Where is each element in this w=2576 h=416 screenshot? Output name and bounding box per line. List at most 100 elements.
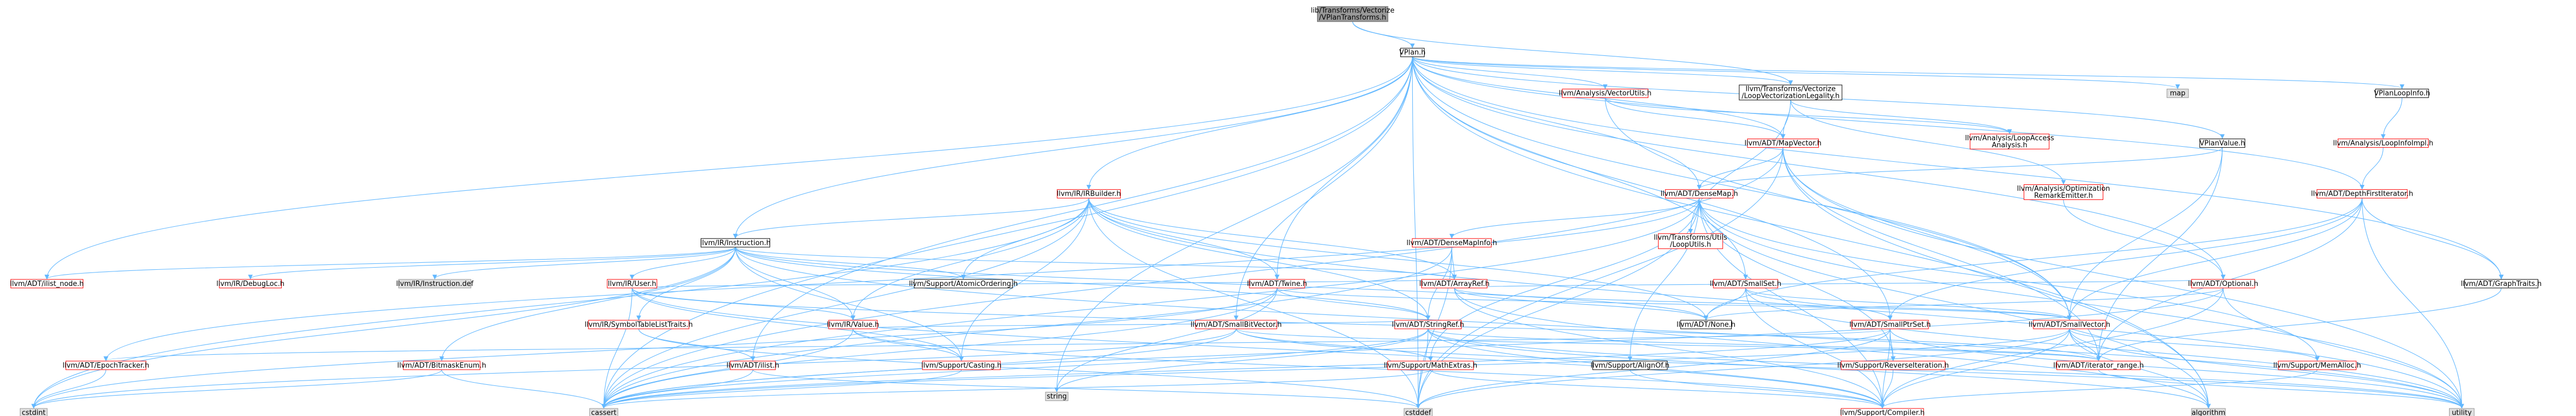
- node-box: [1249, 279, 1305, 289]
- edge-vplan-to-densemap: [1412, 56, 1702, 190]
- node-ilistnode[interactable]: llvm/ADT/ilist_node.h: [10, 279, 84, 289]
- node-memalloc[interactable]: llvm/Support/MemAlloc.h: [2273, 361, 2361, 370]
- node-vplan[interactable]: VPlan.h: [1399, 48, 1426, 58]
- edge-ilist-to-cassert: [601, 369, 753, 409]
- node-casting[interactable]: llvm/Support/Casting.h: [921, 361, 1001, 370]
- edge-instruction-to-user: [629, 247, 736, 279]
- node-stringref[interactable]: llvm/ADT/StringRef.h: [1392, 320, 1464, 329]
- node-optional[interactable]: llvm/ADT/Optional.h: [2188, 279, 2259, 289]
- node-smallset[interactable]: llvm/ADT/SmallSet.h: [1710, 279, 1781, 289]
- node-ilist[interactable]: llvm/ADT/ilist.h: [727, 361, 779, 370]
- node-box: [1195, 320, 1277, 329]
- node-atomicordering[interactable]: llvm/Support/AtomicOrdering.h: [909, 279, 1017, 289]
- node-vplanvalue[interactable]: VPlanValue.h: [2199, 138, 2245, 148]
- node-smallptrset[interactable]: llvm/ADT/SmallPtrSet.h: [1849, 320, 1931, 329]
- node-algorithm[interactable]: algorithm: [2191, 408, 2226, 416]
- node-map[interactable]: map: [2166, 89, 2189, 98]
- node-epochtracker[interactable]: llvm/ADT/EpochTracker.h: [62, 361, 150, 370]
- node-string[interactable]: string: [1045, 392, 1069, 401]
- node-box: [914, 279, 1013, 289]
- node-utility[interactable]: utility: [2449, 408, 2475, 416]
- edge-vplan-to-algorithm: [1412, 56, 2211, 409]
- edge-vplan-to-smallbitvector: [1234, 56, 1413, 320]
- node-cassert[interactable]: cassert: [589, 408, 618, 416]
- node-debugloc[interactable]: llvm/IR/DebugLoc.h: [216, 279, 284, 289]
- node-box: [1680, 320, 1732, 329]
- node-label: llvm/ADT/BitmaskEnum.h: [397, 362, 486, 370]
- node-optremark[interactable]: llvm/Analysis/OptimizationRemarkEmitter.…: [2017, 184, 2110, 200]
- edge-smallbitvector-to-cassert: [601, 328, 1237, 409]
- node-label: lib/Transforms/Vectorize: [1311, 7, 1394, 15]
- node-box: [2191, 408, 2226, 416]
- node-box: [2449, 408, 2475, 416]
- edge-instruction-to-instrdef: [432, 247, 736, 279]
- node-mathextras[interactable]: llvm/Support/MathExtras.h: [1384, 361, 1477, 370]
- node-label: llvm/Analysis/Optimization: [2017, 185, 2110, 193]
- node-cstdint[interactable]: cstdint: [19, 408, 48, 416]
- node-looputils[interactable]: llvm/Transforms/Utils/LoopUtils.h: [1654, 233, 1727, 249]
- node-smallvector[interactable]: llvm/ADT/SmallVector.h: [2029, 320, 2110, 329]
- edge-arrayref-to-smallvector: [1454, 288, 2072, 320]
- edge-vplan-to-string: [1054, 56, 1413, 392]
- node-box: [2337, 138, 2429, 148]
- edge-smallvector-to-utility: [2069, 328, 2464, 409]
- edge-bitmask-to-cassert: [441, 369, 607, 409]
- node-densemap[interactable]: llvm/ADT/DenseMap.h: [1661, 189, 1738, 199]
- edge-vplan-to-twine: [1275, 56, 1413, 279]
- node-vectorutils[interactable]: llvm/Analysis/VectorUtils.h: [1559, 89, 1652, 98]
- node-label: Analysis.h: [1992, 141, 2027, 149]
- node-label: llvm/Support/MemAlloc.h: [2273, 362, 2361, 370]
- node-value[interactable]: llvm/IR/Value.h: [827, 320, 879, 329]
- edge-optremark-to-optional: [2063, 199, 2226, 279]
- node-irbuilder[interactable]: llvm/IR/IRBuilder.h: [1057, 189, 1121, 199]
- node-dfiterator[interactable]: llvm/ADT/DepthFirstIterator.h: [2311, 189, 2413, 199]
- node-box: [588, 320, 689, 329]
- node-iterrange[interactable]: llvm/ADT/iterator_range.h: [2053, 361, 2144, 370]
- node-bitmask[interactable]: llvm/ADT/BitmaskEnum.h: [397, 361, 486, 370]
- node-vplanloopinfo[interactable]: VPlanLoopInfo.h: [2374, 89, 2430, 98]
- node-cstddef[interactable]: cstddef: [1404, 408, 1433, 416]
- edge-vplan-to-ilist: [750, 56, 1413, 361]
- edge-vplan-to-smallvector: [1412, 56, 2072, 320]
- node-graphtraits[interactable]: llvm/ADT/GraphTraits.h: [2461, 279, 2542, 289]
- node-box: [2056, 361, 2141, 370]
- node-user[interactable]: llvm/IR/User.h: [607, 279, 658, 289]
- node-label: /VPlanTransforms.h: [1319, 14, 1386, 22]
- node-reverseiter[interactable]: llvm/Support/ReverseIteration.h: [1837, 361, 1949, 370]
- node-box: [1421, 279, 1488, 289]
- node-symtablelist[interactable]: llvm/IR/SymbolTableListTraits.h: [585, 320, 693, 329]
- node-label: llvm/ADT/SmallSet.h: [1710, 280, 1781, 288]
- edge-mapvector-to-cassert: [601, 147, 1783, 409]
- edge-smallbitvector-to-cstdint: [31, 328, 1237, 409]
- node-densemapinfo[interactable]: llvm/ADT/DenseMapInfo.h: [1406, 238, 1497, 248]
- node-twine[interactable]: llvm/ADT/Twine.h: [1247, 279, 1307, 289]
- edge-smallbitvector-to-iterrange: [1236, 328, 2101, 361]
- node-arrayref[interactable]: llvm/ADT/ArrayRef.h: [1419, 279, 1490, 289]
- edge-optional-to-cassert: [601, 288, 2224, 409]
- edge-user-to-compiler: [631, 288, 1885, 409]
- node-label: llvm/IR/User.h: [608, 280, 656, 288]
- node-loopinfoimpl[interactable]: llvm/Analysis/LoopInfoImpl.h: [2333, 138, 2433, 148]
- edge-vplanvalue-to-smallvector: [2067, 147, 2223, 320]
- node-box: [1404, 408, 1433, 416]
- edge-instruction-to-value: [735, 247, 856, 320]
- node-compiler[interactable]: llvm/Support/Compiler.h: [1840, 408, 1925, 416]
- node-mapvector[interactable]: llvm/ADT/MapVector.h: [1745, 138, 1821, 148]
- node-box: [1969, 133, 2050, 149]
- node-instruction[interactable]: llvm/IR/Instruction.h: [700, 238, 771, 248]
- node-box: [1851, 320, 1929, 329]
- node-smallbitvector[interactable]: llvm/ADT/SmallBitVector.h: [1191, 320, 1282, 329]
- edge-vplan-to-smallptrset: [1412, 56, 1892, 320]
- edge-vectorutils-to-loopaccess: [1605, 97, 2012, 134]
- edge-vplan-to-cstddef: [1412, 56, 1421, 409]
- node-legality[interactable]: llvm/Transforms/Vectorize/LoopVectorizat…: [1739, 84, 1842, 101]
- node-instrdef[interactable]: llvm/IR/Instruction.def: [396, 279, 474, 289]
- edge-user-to-value: [631, 288, 856, 320]
- node-none[interactable]: llvm/ADT/None.h: [1677, 320, 1735, 329]
- edge-instruction-to-arrayref: [735, 247, 1457, 279]
- edge-vplan-to-optional: [1412, 56, 2226, 279]
- node-alignof[interactable]: llvm/Support/AlignOf.h: [1591, 361, 1670, 370]
- node-root[interactable]: lib/Transforms/Vectorize/VPlanTransforms…: [1311, 6, 1394, 22]
